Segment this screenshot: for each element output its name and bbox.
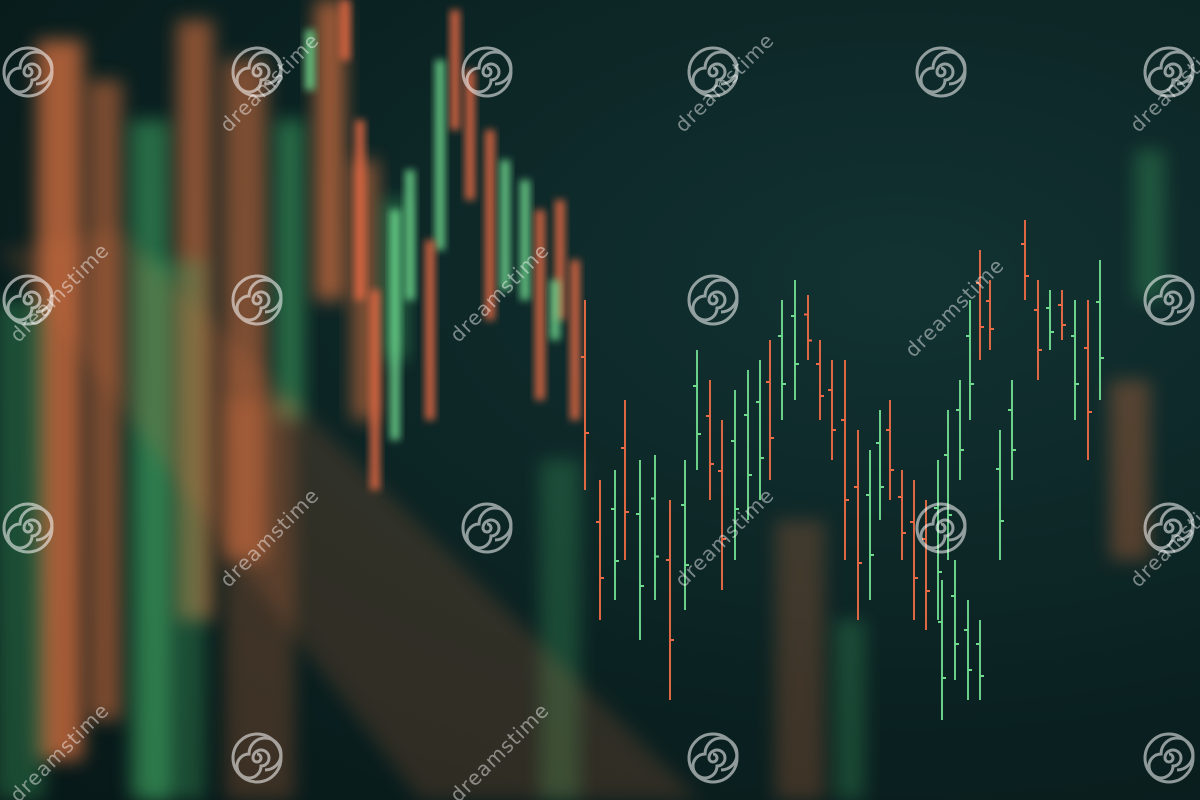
candle	[854, 430, 862, 620]
candle	[876, 410, 884, 520]
candle	[966, 300, 974, 420]
blurred-streak	[276, 120, 304, 420]
blurred-candle	[390, 210, 400, 440]
candle	[986, 280, 994, 350]
candle	[1034, 280, 1042, 380]
blurred-candle	[555, 200, 565, 320]
candle	[964, 600, 972, 700]
candle	[951, 560, 959, 680]
blurred-candle	[340, 0, 350, 60]
blurred-streak	[775, 520, 825, 800]
blurred-candle	[465, 70, 475, 200]
blurred-candle	[405, 170, 415, 300]
candle	[666, 500, 674, 700]
candle	[944, 410, 952, 560]
candle	[791, 280, 799, 400]
candle	[1084, 300, 1092, 460]
candle	[581, 300, 589, 490]
candle	[693, 350, 701, 470]
candle	[681, 460, 689, 610]
candle	[636, 460, 644, 640]
candle	[956, 380, 964, 480]
blurred-streak	[0, 300, 45, 800]
candle	[756, 360, 764, 500]
blurred-candle	[550, 280, 560, 340]
blurred-streak	[1110, 380, 1150, 560]
blurred-foreground-streaks	[0, 0, 1165, 800]
candle	[886, 400, 894, 500]
candle	[841, 360, 849, 560]
candle	[766, 340, 774, 480]
candle	[910, 480, 918, 620]
candle	[976, 620, 984, 700]
blurred-candle	[305, 30, 315, 90]
blurred-candle	[535, 210, 545, 400]
candle	[621, 400, 629, 560]
blurred-candles	[305, 0, 580, 490]
candle	[828, 360, 836, 460]
blurred-candle	[485, 130, 495, 320]
blurred-candle	[355, 120, 365, 300]
candle	[778, 300, 786, 420]
blurred-streak	[835, 620, 865, 800]
candle	[1071, 300, 1079, 420]
blurred-candle	[500, 160, 510, 290]
candle	[996, 430, 1004, 560]
candle	[651, 455, 659, 600]
blurred-candle	[570, 260, 580, 420]
blurred-candle	[520, 180, 530, 300]
sharp-candles	[581, 220, 1104, 720]
blurred-candle	[370, 290, 380, 490]
blurred-candle	[425, 240, 435, 420]
candle	[1046, 290, 1054, 350]
candle	[976, 250, 984, 360]
candle	[706, 380, 714, 500]
blurred-candle	[450, 10, 460, 130]
candle	[1096, 260, 1104, 400]
blurred-candle	[435, 60, 445, 250]
candle	[804, 295, 812, 360]
candle	[1008, 380, 1016, 480]
candle	[938, 580, 946, 720]
candle	[1058, 290, 1066, 340]
candle	[744, 370, 752, 520]
candle	[898, 470, 906, 560]
candle	[611, 470, 619, 600]
blurred-band	[0, 230, 700, 800]
candle	[816, 340, 824, 420]
candle	[731, 390, 739, 560]
candle	[718, 420, 726, 590]
candle	[922, 500, 930, 630]
blurred-streak	[1135, 150, 1165, 300]
candle	[866, 450, 874, 600]
candle	[596, 480, 604, 620]
candle	[1021, 220, 1029, 300]
